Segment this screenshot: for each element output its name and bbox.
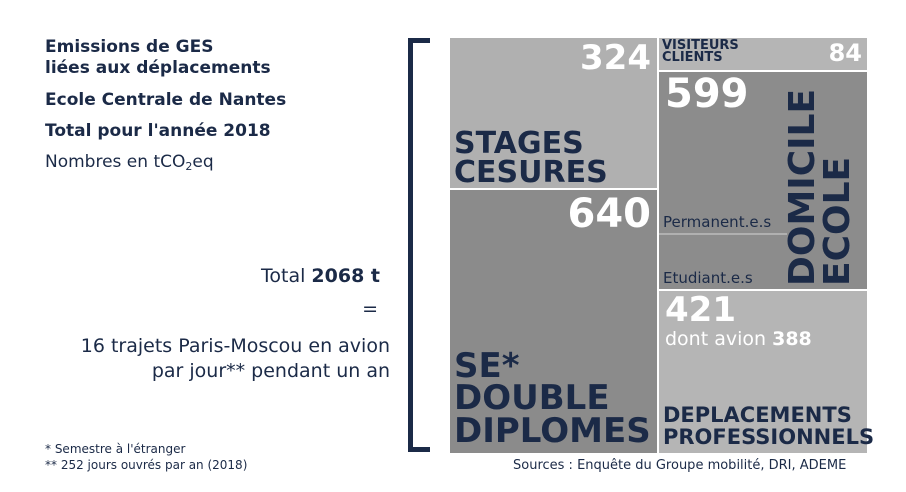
total-prefix: Total: [261, 265, 312, 287]
footnote-1: * Semestre à l'étranger: [45, 442, 186, 456]
value-deplacements: 421: [665, 290, 736, 330]
value-domicile: 599: [665, 71, 749, 117]
unit-line: Nombres en tCO2eq: [45, 152, 214, 173]
tile-se-double-diplomes: 640 SE* DOUBLE DIPLOMES: [450, 190, 657, 453]
footnote-2: ** 252 jours ouvrés par an (2018): [45, 458, 248, 472]
avion-note: dont avion 388: [665, 328, 812, 350]
tile-domicile-ecole: 599 Permanent.e.s Etudiant.e.s DOMICILE …: [659, 72, 867, 289]
label-stages: STAGES CESURES: [454, 126, 608, 190]
bracket-left: [408, 38, 413, 452]
value-stages: 324: [580, 38, 651, 78]
tile-visiteurs-clients: VISITEURS CLIENTS 84: [659, 38, 867, 70]
sources-note: Sources : Enquête du Groupe mobilité, DR…: [513, 458, 847, 473]
subgroup-divider: [659, 233, 787, 235]
title-line1: Emissions de GES: [45, 37, 214, 57]
comparison-line2: par jour** pendant un an: [151, 360, 390, 382]
title-line2: liées aux déplacements: [45, 58, 271, 78]
equals-sign: =: [362, 298, 378, 320]
bracket-bottom: [408, 447, 430, 452]
unit-sub: 2: [185, 160, 193, 173]
subgroup-etudiants: Etudiant.e.s: [663, 269, 753, 287]
label-deplacements: DEPLACEMENTS PROFESSIONNELS: [663, 403, 875, 450]
label-se: SE* DOUBLE DIPLOMES: [454, 346, 651, 451]
unit-suffix: eq: [192, 152, 214, 172]
school-name: Ecole Centrale de Nantes: [45, 90, 287, 110]
label-domicile: DOMICILE ECOLE: [782, 88, 859, 286]
value-visiteurs: 84: [828, 39, 862, 67]
comparison-line1: 16 trajets Paris-Moscou en avion: [80, 335, 390, 357]
total-year: Total pour l'année 2018: [45, 121, 271, 141]
total-value: 2068 t: [311, 265, 380, 287]
avion-value: 388: [772, 328, 812, 350]
bracket-top: [408, 38, 430, 43]
value-se: 640: [567, 191, 652, 237]
tile-stages-cesures: 324 STAGES CESURES: [450, 38, 657, 188]
avion-prefix: dont avion: [665, 328, 773, 350]
total-line: Total 2068 t: [261, 265, 380, 287]
tile-deplacements-pro: 421 dont avion 388 DEPLACEMENTS PROFESSI…: [659, 290, 875, 453]
subgroup-permanents: Permanent.e.s: [663, 213, 772, 231]
unit-prefix: Nombres en tCO: [45, 152, 186, 172]
label-visiteurs: VISITEURS CLIENTS: [662, 38, 739, 66]
